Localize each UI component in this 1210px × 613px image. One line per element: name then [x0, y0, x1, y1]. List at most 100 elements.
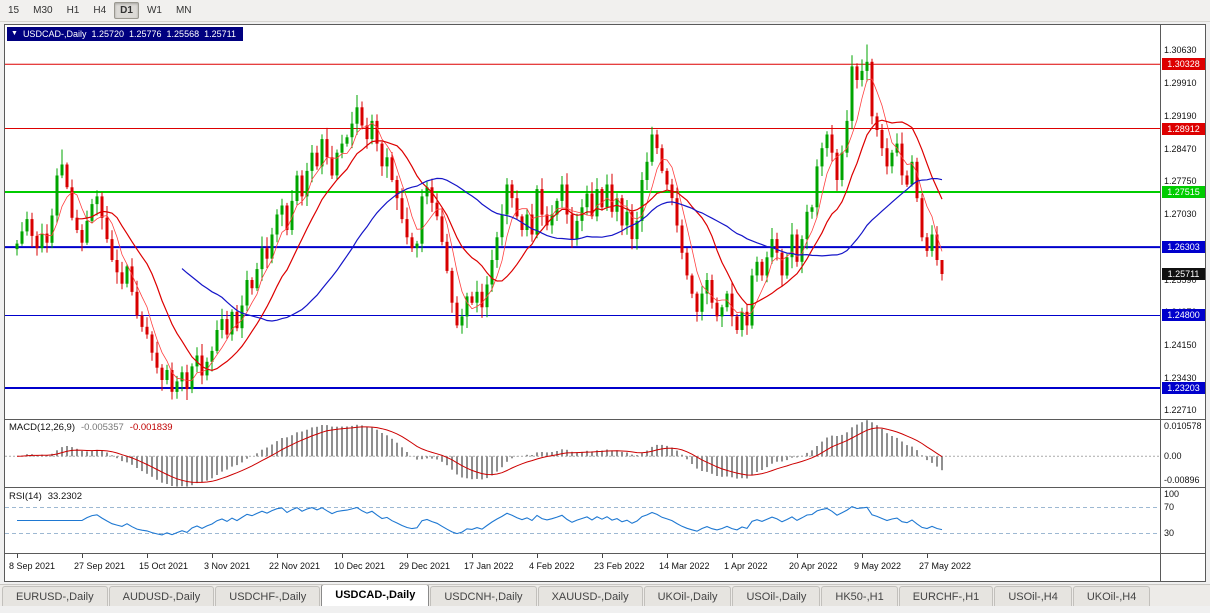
price-scale-label: 1.30630 [1164, 45, 1197, 55]
symbol-tab-EURUSDDaily[interactable]: EURUSD-,Daily [2, 586, 108, 606]
symbol-tab-HK50H1[interactable]: HK50-,H1 [821, 586, 897, 606]
price-badge: 1.24800 [1162, 309, 1205, 321]
symbol-tab-EURCHFH1[interactable]: EURCHF-,H1 [899, 586, 994, 606]
time-tick [927, 554, 928, 558]
rsi-chart[interactable] [5, 488, 1160, 553]
price-badge: 1.23203 [1162, 382, 1205, 394]
time-tick [212, 554, 213, 558]
time-tick [82, 554, 83, 558]
time-tick [342, 554, 343, 558]
timeframe-toolbar: 15M30H1H4D1W1MN [0, 0, 1210, 22]
rsi-scale-100: 100 [1164, 489, 1179, 499]
date-label: 4 Feb 2022 [529, 561, 575, 571]
panel-separator [5, 553, 1205, 554]
chart-title-bar: ▼ USDCAD-,Daily 1.25720 1.25776 1.25568 … [7, 27, 243, 41]
timeframe-button-H4[interactable]: H4 [87, 2, 112, 19]
date-label: 22 Nov 2021 [269, 561, 320, 571]
price-badge: 1.28912 [1162, 123, 1205, 135]
date-label: 27 May 2022 [919, 561, 971, 571]
macd-main-value: -0.005357 [81, 422, 124, 433]
timeframe-button-W1[interactable]: W1 [141, 2, 168, 19]
macd-scale-bottom: -0.00896 [1164, 475, 1200, 485]
timeframe-button-D1[interactable]: D1 [114, 2, 139, 19]
macd-name: MACD(12,26,9) [9, 422, 75, 433]
symbol-tab-bar: EURUSD-,DailyAUDUSD-,DailyUSDCHF-,DailyU… [0, 584, 1210, 606]
price-scale-label: 1.22710 [1164, 405, 1197, 415]
time-tick [277, 554, 278, 558]
rsi-scale-70: 70 [1164, 502, 1174, 512]
date-label: 10 Dec 2021 [334, 561, 385, 571]
macd-scale-top: 0.010578 [1164, 421, 1202, 431]
time-scale[interactable]: 8 Sep 2021 27 Sep 2021 15 Oct 2021 3 Nov 20… [5, 554, 1115, 581]
price-badge: 1.26303 [1162, 241, 1205, 253]
date-label: 9 May 2022 [854, 561, 901, 571]
time-tick [472, 554, 473, 558]
price-chart[interactable] [5, 25, 1160, 419]
symbol-tab-USOilH4[interactable]: USOil-,H4 [994, 586, 1072, 606]
timeframe-button-15[interactable]: 15 [2, 2, 25, 19]
date-label: 23 Feb 2022 [594, 561, 645, 571]
date-label: 8 Sep 2021 [9, 561, 55, 571]
rsi-name: RSI(14) [9, 491, 42, 502]
time-tick [862, 554, 863, 558]
price-scale-label: 1.29910 [1164, 78, 1197, 88]
time-tick [732, 554, 733, 558]
price-badge: 1.30328 [1162, 58, 1205, 70]
date-label: 3 Nov 2021 [204, 561, 250, 571]
price-scale-label: 1.27030 [1164, 209, 1197, 219]
macd-scale-zero: 0.00 [1164, 451, 1182, 461]
time-tick [667, 554, 668, 558]
time-tick [147, 554, 148, 558]
symbol-tab-AUDUSDDaily[interactable]: AUDUSD-,Daily [109, 586, 215, 606]
rsi-line [17, 507, 942, 535]
symbol-tab-XAUUSDDaily[interactable]: XAUUSD-,Daily [538, 586, 643, 606]
date-label: 1 Apr 2022 [724, 561, 768, 571]
ohlc-open: 1.25720 [91, 29, 124, 39]
collapse-icon[interactable]: ▼ [11, 29, 18, 39]
chart-symbol-period: USDCAD-,Daily [23, 29, 87, 39]
timeframe-button-H1[interactable]: H1 [61, 2, 86, 19]
price-scale-label: 1.29190 [1164, 111, 1197, 121]
symbol-tab-UKOilH4[interactable]: UKOil-,H4 [1073, 586, 1151, 606]
macd-label: MACD(12,26,9) -0.005357 -0.001839 [9, 422, 173, 433]
macd-signal-line [17, 427, 942, 483]
price-scale-label: 1.27750 [1164, 176, 1197, 186]
symbol-tab-USDCHFDaily[interactable]: USDCHF-,Daily [215, 586, 320, 606]
rsi-label: RSI(14) 33.2302 [9, 491, 82, 502]
rsi-value: 33.2302 [48, 491, 82, 502]
time-tick [602, 554, 603, 558]
time-tick [407, 554, 408, 558]
ohlc-close: 1.25711 [204, 29, 236, 39]
time-tick [797, 554, 798, 558]
macd-signal-value: -0.001839 [130, 422, 173, 433]
price-scale-label: 1.28470 [1164, 144, 1197, 154]
time-tick [537, 554, 538, 558]
candles [16, 45, 944, 401]
symbol-tab-USDCNHDaily[interactable]: USDCNH-,Daily [430, 586, 536, 606]
date-label: 27 Sep 2021 [74, 561, 125, 571]
date-label: 20 Apr 2022 [789, 561, 838, 571]
time-tick [17, 554, 18, 558]
current-price-badge: 1.25711 [1162, 268, 1205, 280]
price-scale[interactable]: 0.010578 0.00 -0.00896 100 70 30 1.30630… [1160, 25, 1205, 581]
ohlc-low: 1.25568 [167, 29, 200, 39]
date-label: 15 Oct 2021 [139, 561, 188, 571]
date-label: 29 Dec 2021 [399, 561, 450, 571]
ohlc-high: 1.25776 [129, 29, 162, 39]
symbol-tab-UKOilDaily[interactable]: UKOil-,Daily [644, 586, 732, 606]
timeframe-button-M30[interactable]: M30 [27, 2, 58, 19]
date-label: 17 Jan 2022 [464, 561, 514, 571]
timeframe-button-MN[interactable]: MN [170, 2, 198, 19]
moving-average-line [77, 120, 942, 370]
macd-chart[interactable] [5, 420, 1160, 487]
symbol-tab-USOilDaily[interactable]: USOil-,Daily [732, 586, 820, 606]
price-badge: 1.27515 [1162, 186, 1205, 198]
chart-window: ▼ USDCAD-,Daily 1.25720 1.25776 1.25568 … [4, 24, 1206, 582]
panel-separator[interactable] [5, 487, 1205, 488]
plot-area: MACD(12,26,9) -0.005357 -0.001839 RSI(14… [5, 25, 1160, 581]
rsi-scale-30: 30 [1164, 528, 1174, 538]
symbol-tab-USDCADDaily[interactable]: USDCAD-,Daily [321, 584, 429, 606]
date-label: 14 Mar 2022 [659, 561, 710, 571]
panel-separator[interactable] [5, 419, 1205, 420]
price-scale-label: 1.24150 [1164, 340, 1197, 350]
